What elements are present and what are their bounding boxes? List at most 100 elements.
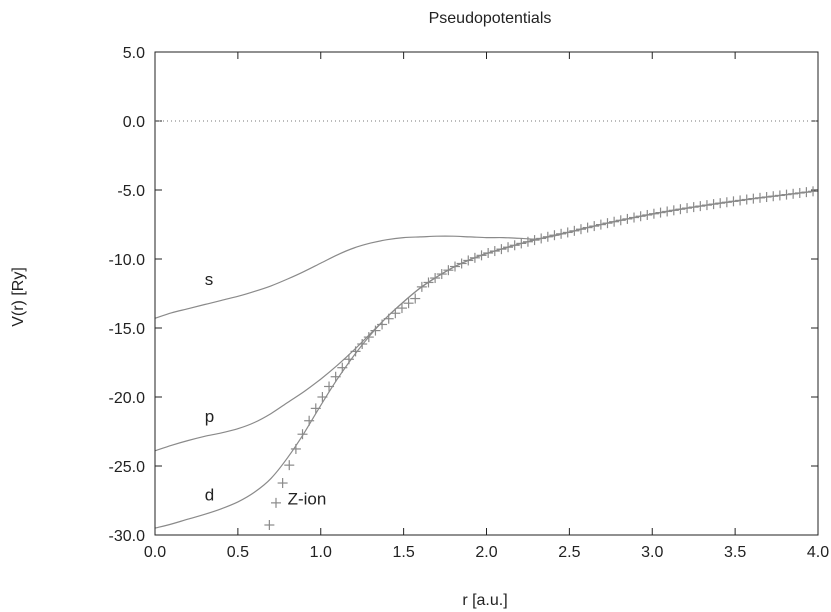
y-tick-label: -10.0 xyxy=(109,252,146,269)
z-ion-marker xyxy=(754,192,765,203)
z-ion-marker xyxy=(589,221,600,232)
y-tick-label: -5.0 xyxy=(117,183,145,200)
x-tick-label: 1.5 xyxy=(393,544,415,561)
z-ion-marker xyxy=(721,197,732,208)
z-ion-marker xyxy=(688,202,699,213)
z-ion-marker xyxy=(496,244,507,255)
tick-labels: 0.0 0.5 1.0 1.5 2.0 2.5 3.0 3.5 4.0 5.0 0.0 -5.0 -10… xyxy=(109,45,830,561)
z-ion-marker xyxy=(297,429,308,440)
z-ion-marker xyxy=(768,191,779,202)
z-ion-marker xyxy=(595,219,606,230)
series-layer xyxy=(154,186,819,530)
z-ion-marker xyxy=(794,187,805,198)
plot-frame xyxy=(154,51,819,536)
z-ion-marker xyxy=(622,213,633,224)
z-ion-marker xyxy=(615,215,626,226)
x-tick-label: 3.5 xyxy=(724,544,746,561)
z-ion-marker xyxy=(562,227,573,238)
x-tick-label: 2.5 xyxy=(558,544,580,561)
z-ion-marker xyxy=(270,497,281,508)
z-ion-marker xyxy=(668,205,679,216)
x-tick-label: 0.0 xyxy=(144,544,166,561)
z-ion-marker xyxy=(363,332,374,343)
y-tick-label: 5.0 xyxy=(123,45,145,62)
z-ion-marker xyxy=(277,478,288,489)
curve-label-Z-ion: Z-ion xyxy=(288,490,327,509)
z-ion-marker xyxy=(350,346,361,357)
x-tick-label: 0.5 xyxy=(227,544,249,561)
x-axis-label: r [a.u.] xyxy=(462,592,507,609)
z-ion-marker xyxy=(648,208,659,219)
z-ion-marker xyxy=(629,212,640,223)
z-ion-marker xyxy=(695,201,706,212)
z-ion-marker xyxy=(476,250,487,261)
z-ion-marker xyxy=(503,242,514,253)
z-ion-marker xyxy=(337,362,348,373)
y-tick-label: 0.0 xyxy=(123,114,145,131)
x-tick-label: 2.0 xyxy=(475,544,497,561)
x-tick-label: 1.0 xyxy=(310,544,332,561)
z-ion-marker xyxy=(330,371,341,382)
z-ion-marker xyxy=(509,240,520,251)
z-ion-marker xyxy=(284,460,295,471)
z-ion-marker xyxy=(403,298,414,309)
z-ion-marker xyxy=(662,206,673,217)
z-ion-marker xyxy=(748,193,759,204)
z-ion-marker xyxy=(456,258,467,269)
z-ion-marker xyxy=(536,233,547,244)
x-tick-label: 4.0 xyxy=(807,544,829,561)
z-ion-marker xyxy=(430,273,441,284)
curve-label-s: s xyxy=(205,270,214,289)
z-ion-marker xyxy=(774,190,785,201)
curve-label-d: d xyxy=(205,486,214,505)
z-ion-marker xyxy=(801,187,812,198)
z-ion-marker xyxy=(708,199,719,210)
series-line-p xyxy=(154,190,819,452)
z-ion-marker xyxy=(416,281,427,292)
z-ion-marker xyxy=(370,325,381,336)
z-ion-marker xyxy=(489,246,500,257)
y-tick-label: -15.0 xyxy=(109,321,146,338)
z-ion-marker xyxy=(542,231,553,242)
z-ion-marker xyxy=(655,207,666,218)
z-ion-marker xyxy=(483,247,494,258)
z-ion-marker xyxy=(383,313,394,324)
x-tick-label: 3.0 xyxy=(641,544,663,561)
chart-title: Pseudopotentials xyxy=(429,10,552,27)
z-ion-marker xyxy=(556,228,567,239)
z-ion-marker xyxy=(516,238,527,249)
z-ion-marker xyxy=(701,200,712,211)
z-ion-marker xyxy=(357,339,368,350)
z-ion-marker xyxy=(781,189,792,200)
z-ion-marker xyxy=(377,319,388,330)
z-ion-marker xyxy=(602,218,613,229)
z-ion-marker xyxy=(343,354,354,365)
series-line-s xyxy=(154,190,819,319)
curve-labels: s p d Z-ion xyxy=(205,270,327,508)
z-ion-marker xyxy=(728,196,739,207)
z-ion-marker xyxy=(264,520,275,530)
z-ion-marker xyxy=(304,415,315,426)
z-ion-marker xyxy=(675,204,686,215)
y-axis-label: V(r) [Ry] xyxy=(10,267,27,327)
z-ion-marker xyxy=(569,225,580,236)
axis-ticks xyxy=(154,51,819,536)
y-tick-label: -20.0 xyxy=(109,390,146,407)
z-ion-marker xyxy=(582,222,593,233)
z-ion-marker xyxy=(410,293,421,304)
z-ion-marker xyxy=(390,308,401,319)
z-ion-marker xyxy=(443,265,454,276)
y-tick-label: -25.0 xyxy=(109,459,146,476)
z-ion-marker xyxy=(735,195,746,206)
series-line-d xyxy=(154,190,819,529)
z-ion-marker xyxy=(529,235,540,246)
z-ion-marker xyxy=(609,216,620,227)
z-ion-marker xyxy=(575,224,586,235)
z-ion-marker xyxy=(682,203,693,214)
z-ion-marker xyxy=(522,236,533,247)
z-ion-marker xyxy=(549,230,560,241)
z-ion-marker xyxy=(642,209,653,220)
z-ion-marker xyxy=(808,186,819,197)
z-ion-marker xyxy=(635,211,646,222)
